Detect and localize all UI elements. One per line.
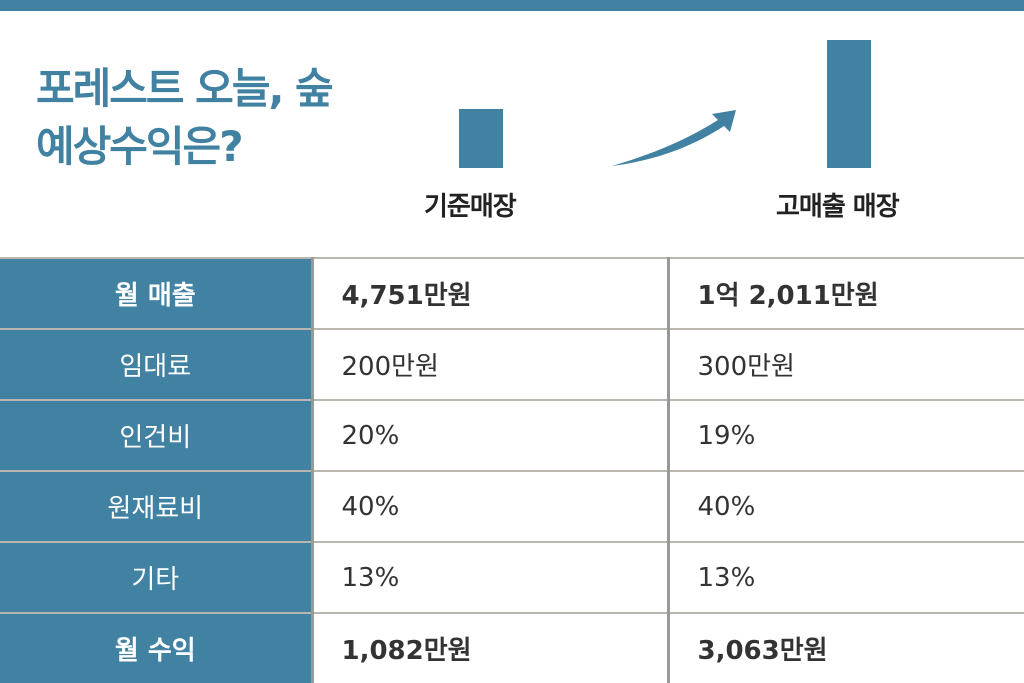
high-sales-store-bar [827,40,871,168]
base-store-bar [459,109,503,168]
table-row: 임대료 200만원 300만원 [0,328,1024,400]
title-line-1: 포레스트 오늘, 숲 [36,64,334,113]
base-value: 200만원 [312,328,670,400]
table-row: 기타 13% 13% [0,541,1024,613]
row-label: 월 수익 [0,612,314,683]
high-value: 40% [668,470,1024,542]
row-label: 임대료 [0,328,314,400]
table-row: 인건비 20% 19% [0,399,1024,471]
top-accent-bar [0,0,1024,11]
high-sales-store-label: 고매출 매장 [776,192,900,222]
high-value: 300만원 [668,328,1024,400]
high-value: 19% [668,399,1024,471]
high-value: 1억 2,011만원 [668,257,1024,329]
trend-up-arrow-icon [612,110,736,166]
row-label: 인건비 [0,399,314,471]
row-label: 월 매출 [0,257,314,329]
base-value: 1,082만원 [312,612,670,683]
title-line-2: 예상수익은? [36,122,244,171]
high-value: 13% [668,541,1024,613]
base-store-label: 기준매장 [424,192,517,222]
revenue-table: 월 매출 4,751만원 1억 2,011만원 임대료 200만원 300만원 … [0,257,1024,683]
base-value: 40% [312,470,670,542]
table-row: 원재료비 40% 40% [0,470,1024,542]
base-value: 13% [312,541,670,613]
row-label: 기타 [0,541,314,613]
base-value: 4,751만원 [312,257,670,329]
table-row: 월 매출 4,751만원 1억 2,011만원 [0,257,1024,329]
high-value: 3,063만원 [668,612,1024,683]
table-row: 월 수익 1,082만원 3,063만원 [0,612,1024,683]
page-title: 포레스트 오늘, 숲 예상수익은? [36,60,334,176]
row-label: 원재료비 [0,470,314,542]
base-value: 20% [312,399,670,471]
